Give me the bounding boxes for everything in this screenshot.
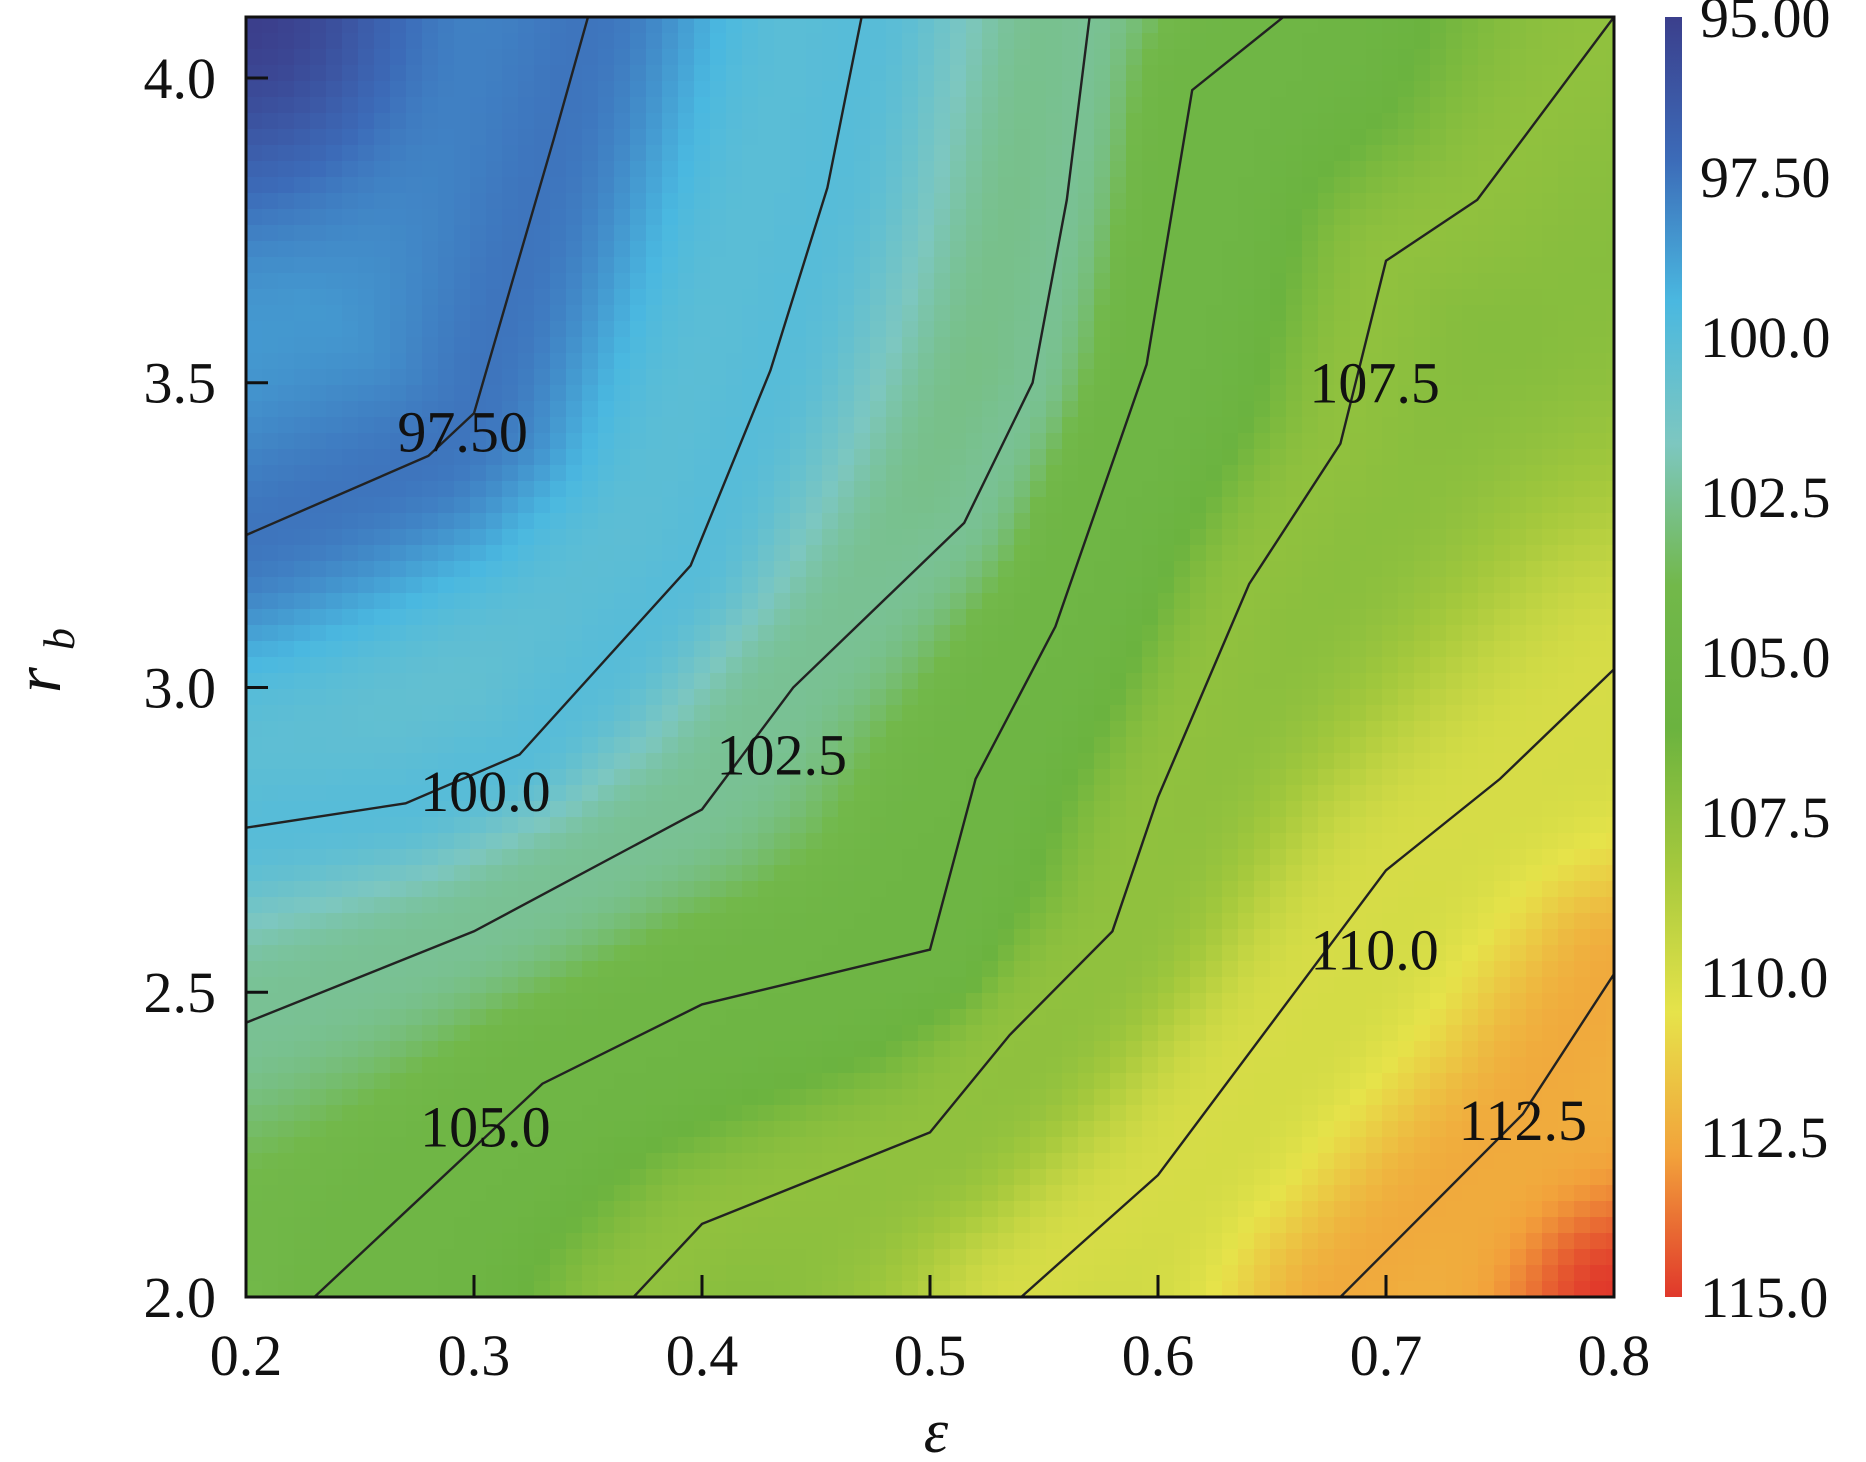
contour-label: 102.5: [717, 723, 848, 788]
y-tick-label: 2.5: [144, 960, 217, 1025]
y-tick-label: 2.0: [144, 1265, 217, 1330]
colorbar-tick-label: 102.5: [1700, 465, 1831, 530]
contour-label: 100.0: [420, 759, 551, 824]
y-axis-label: r: [2, 667, 75, 693]
colorbar-tick-label: 112.5: [1700, 1105, 1828, 1170]
contour-line-105.0: [313, 17, 1285, 1297]
contour-line-102.5: [246, 17, 1091, 1024]
contour-label: 112.5: [1459, 1088, 1587, 1153]
y-tick-label: 4.0: [144, 46, 217, 111]
y-axis-label-subscript: b: [35, 628, 84, 650]
contour-label: 110.0: [1310, 918, 1438, 983]
colorbar: [1665, 17, 1682, 1297]
contour-line-110.0: [1020, 668, 1614, 1297]
contour-label: 105.0: [420, 1094, 551, 1159]
contour-line-112.5: [1339, 973, 1614, 1297]
contour-line-107.5: [632, 17, 1614, 1297]
y-tick-label: 3.0: [144, 655, 217, 720]
colorbar-labels: 95.00 97.50 100.0 102.5 105.0 107.5 110.0 112.5…: [1700, 0, 1831, 1330]
x-axis: 0.2 0.3 0.4 0.5 0.6 0.7 0.8: [210, 1275, 1651, 1388]
contour-line-97.50: [246, 17, 590, 537]
contour-label-group: 97.50 100.0 102.5 105.0 107.5 110.0 112.5: [397, 351, 1587, 1160]
x-tick-label: 0.5: [894, 1323, 967, 1388]
y-axis-label-group: r b: [2, 628, 84, 693]
x-axis-label: ε: [924, 1398, 949, 1462]
x-tick-label: 0.7: [1350, 1323, 1423, 1388]
colorbar-tick-label: 95.00: [1700, 0, 1831, 50]
x-tick-label: 0.3: [438, 1323, 511, 1388]
colorbar-tick-label: 115.0: [1700, 1265, 1828, 1330]
x-tick-label: 0.4: [666, 1323, 739, 1388]
colorbar-tick-label: 100.0: [1700, 305, 1831, 370]
contour-lines: [246, 17, 1614, 1297]
contour-fill: [246, 17, 1614, 1297]
x-tick-label: 0.2: [210, 1323, 283, 1388]
colorbar-tick-label: 105.0: [1700, 625, 1831, 690]
contour-label: 107.5: [1309, 351, 1440, 416]
y-tick-label: 3.5: [144, 351, 217, 416]
colorbar-tick-label: 97.50: [1700, 145, 1831, 210]
colorbar-tick-label: 107.5: [1700, 785, 1831, 850]
contour-line-100.0: [246, 17, 863, 829]
x-tick-label: 0.6: [1122, 1323, 1195, 1388]
colorbar-tick-label: 110.0: [1700, 945, 1828, 1010]
contour-label: 97.50: [397, 399, 528, 464]
x-tick-label: 0.8: [1578, 1323, 1651, 1388]
y-axis: 2.0 2.5 3.0 3.5 4.0: [144, 46, 268, 1330]
